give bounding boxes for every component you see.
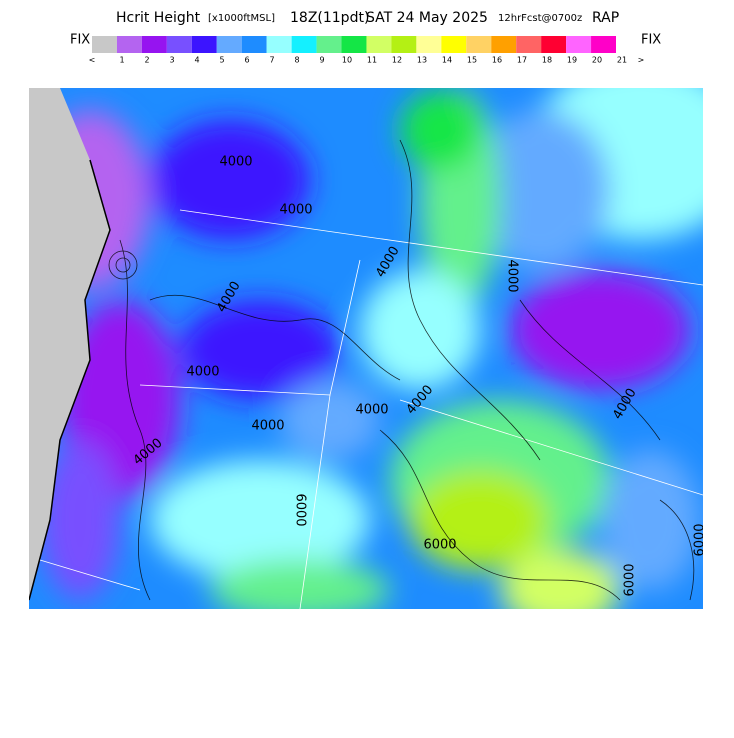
legend-tick-label: 18 <box>542 56 552 65</box>
legend-tick-label: 7 <box>269 56 274 65</box>
legend-swatch <box>266 36 292 53</box>
title-part: 18Z(11pdt) <box>290 10 369 26</box>
legend-swatch <box>566 36 592 53</box>
legend-tick-label: 16 <box>492 56 502 65</box>
contours <box>108 139 695 601</box>
legend-swatch <box>191 36 217 53</box>
legend-swatch <box>92 36 117 53</box>
contour-label: 6000 <box>693 523 708 556</box>
legend-tick-label: 14 <box>442 56 452 65</box>
legend-tick-label: 1 <box>119 56 124 65</box>
contour-label: 4000 <box>355 403 388 418</box>
contour-label: 4000 <box>186 365 219 380</box>
legend-tick-label: 11 <box>367 56 377 65</box>
legend-tick-label: 15 <box>467 56 477 65</box>
legend-swatch <box>591 36 616 53</box>
legend-swatch <box>241 36 267 53</box>
legend-high-label: > <box>638 56 645 65</box>
legend-swatch <box>116 36 142 53</box>
legend-swatch <box>216 36 242 53</box>
legend-swatch <box>291 36 317 53</box>
field <box>30 88 703 609</box>
contour-label: 4000 <box>219 155 252 170</box>
boundaries <box>39 209 703 609</box>
legend-tick-label: 17 <box>517 56 527 65</box>
legend-tick-label: 10 <box>342 56 352 65</box>
legend-tick-label: 13 <box>417 56 427 65</box>
contour-label: 4000 <box>505 259 520 292</box>
legend-tick-label: 19 <box>567 56 577 65</box>
legend-tick-label: 12 <box>392 56 402 65</box>
legend-swatch <box>541 36 567 53</box>
legend-right-label: FIX <box>641 33 661 48</box>
title-part: SAT 24 May 2025 <box>366 10 488 26</box>
legend-swatch <box>316 36 342 53</box>
legend-swatch <box>491 36 517 53</box>
legend-tick-label: 8 <box>294 56 299 65</box>
legend-tick-label: 6 <box>244 56 249 65</box>
contour-label: 4000 <box>251 419 284 434</box>
title: Hcrit Height [x1000ftMSL] 18Z(11pdt)SAT 24… <box>116 10 619 26</box>
title-part: 12hrFcst@0700z <box>498 13 582 24</box>
legend-swatch <box>441 36 467 53</box>
legend-tick-label: 5 <box>219 56 224 65</box>
legend-swatch <box>516 36 542 53</box>
legend-tick-label: 3 <box>169 56 174 65</box>
contour-label: 4000 <box>279 203 312 218</box>
title-part: Hcrit Height <box>116 10 201 26</box>
legend-left-label: FIX <box>70 33 90 48</box>
legend-swatch <box>391 36 417 53</box>
contour-label: 6000 <box>293 493 308 526</box>
legend-tick-label: 9 <box>319 56 324 65</box>
legend-tick-label: 2 <box>144 56 149 65</box>
legend-swatch <box>141 36 167 53</box>
title-part: [x1000ftMSL] <box>208 13 275 24</box>
legend-swatch <box>466 36 492 53</box>
title-part: RAP <box>592 10 619 26</box>
legend-tick-label: 4 <box>194 56 199 65</box>
color-legend: FIX FIX< >1 2 3 4 5 6 7 8 9 10 11 12 13 14 15 16 17 18 19 20 2… <box>70 33 661 65</box>
contour-label: 6000 <box>623 563 638 596</box>
coastline <box>29 159 111 601</box>
legend-tick-label: 21 <box>617 56 627 65</box>
legend-swatch <box>366 36 392 53</box>
legend-low-label: < <box>89 56 96 65</box>
legend-swatch <box>416 36 442 53</box>
ocean <box>29 88 110 600</box>
contour-label: 6000 <box>423 538 456 553</box>
legend-tick-label: 20 <box>592 56 602 65</box>
legend-swatch <box>341 36 367 53</box>
legend-swatch <box>166 36 192 53</box>
